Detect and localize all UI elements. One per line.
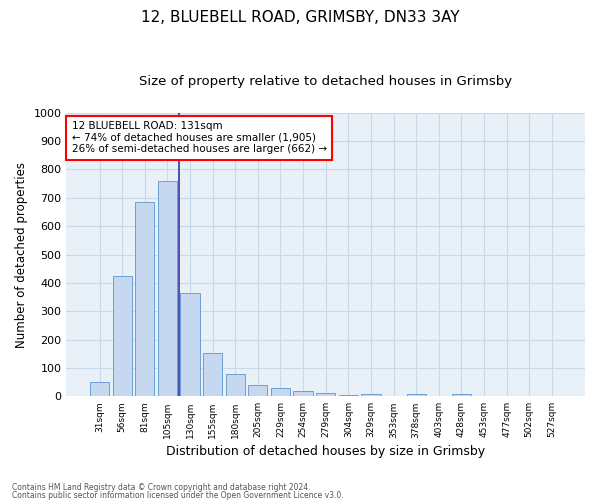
Bar — [113, 276, 132, 396]
Bar — [203, 353, 222, 397]
Text: 12, BLUEBELL ROAD, GRIMSBY, DN33 3AY: 12, BLUEBELL ROAD, GRIMSBY, DN33 3AY — [140, 10, 460, 25]
Text: Contains HM Land Registry data © Crown copyright and database right 2024.: Contains HM Land Registry data © Crown c… — [12, 484, 311, 492]
Bar — [158, 181, 177, 396]
Bar — [135, 202, 154, 396]
Y-axis label: Number of detached properties: Number of detached properties — [15, 162, 28, 348]
Bar — [339, 395, 358, 396]
Bar — [181, 293, 200, 397]
Text: 12 BLUEBELL ROAD: 131sqm
← 74% of detached houses are smaller (1,905)
26% of sem: 12 BLUEBELL ROAD: 131sqm ← 74% of detach… — [71, 122, 327, 154]
Bar — [271, 388, 290, 396]
Bar — [248, 385, 268, 396]
Text: Contains public sector information licensed under the Open Government Licence v3: Contains public sector information licen… — [12, 491, 344, 500]
Bar — [452, 394, 471, 396]
Bar — [90, 382, 109, 396]
Bar — [293, 392, 313, 396]
X-axis label: Distribution of detached houses by size in Grimsby: Distribution of detached houses by size … — [166, 444, 485, 458]
Bar — [361, 394, 380, 396]
Bar — [226, 374, 245, 396]
Title: Size of property relative to detached houses in Grimsby: Size of property relative to detached ho… — [139, 75, 512, 88]
Bar — [316, 392, 335, 396]
Bar — [407, 394, 426, 396]
